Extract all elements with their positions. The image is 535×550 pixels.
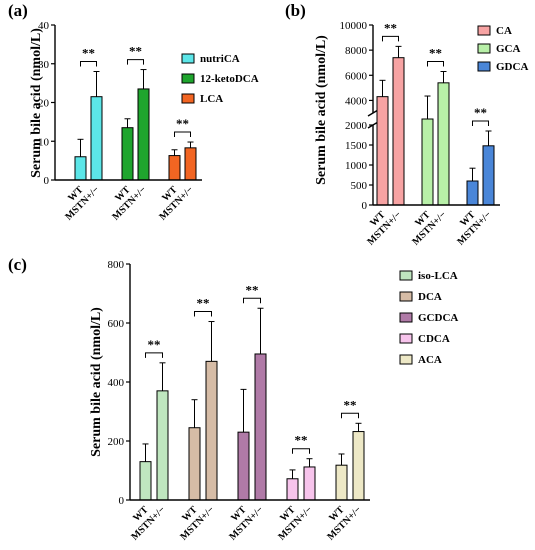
panel-0-ytick-label-3: 30 bbox=[38, 59, 50, 71]
panel-0-ytick-label-1: 10 bbox=[38, 136, 50, 148]
panel-1-label: (b) bbox=[285, 1, 306, 20]
panel-2-legend-swatch-GCDCA bbox=[399, 312, 413, 323]
panel-2-sig-bracket-DCA bbox=[194, 311, 212, 317]
panel-2-bar-GCDCA-1 bbox=[254, 353, 267, 501]
panel-2-sig-bracket-iso-LCA bbox=[145, 352, 163, 358]
panel-1-bar-GCA-0 bbox=[421, 118, 434, 206]
panel-1-legend-label-GDCA: GDCA bbox=[496, 61, 528, 73]
panel-1-sig-GDCA: ** bbox=[474, 105, 487, 120]
panel-2-sig-iso-LCA: ** bbox=[148, 337, 161, 352]
panel-2-label: (c) bbox=[8, 255, 27, 274]
panel-1-bar-GCA-1 bbox=[437, 82, 450, 206]
panel-2-bar-CDCA-0 bbox=[286, 478, 299, 501]
panel-0-sig-LCA: ** bbox=[176, 116, 189, 131]
panel-0-legend-label-12-ketoDCA: 12-ketoDCA bbox=[200, 73, 259, 85]
panel-2-ytick-label-2: 400 bbox=[108, 377, 125, 389]
panel-0-bar-nutriCA-1 bbox=[90, 96, 103, 181]
panel-1-legend-swatch-GCA bbox=[477, 43, 491, 54]
panel-1-sig-CA: ** bbox=[384, 20, 397, 35]
panel-2-legend-label-CDCA: CDCA bbox=[418, 333, 450, 345]
panel-2-bar-DCA-0 bbox=[188, 427, 201, 501]
panel-1-ytick-label-1: 500 bbox=[351, 180, 368, 192]
panel-0-sig-bracket-12-ketoDCA bbox=[127, 59, 144, 65]
panel-2-legend-swatch-iso-LCA bbox=[399, 270, 413, 281]
panel-2-sig-CDCA: ** bbox=[295, 433, 308, 448]
panel-2-legend-label-iso-LCA: iso-LCA bbox=[418, 270, 458, 282]
panel-1-ytick-label-5: 4000 bbox=[345, 95, 368, 107]
panel-2-ytick-label-1: 200 bbox=[108, 436, 125, 448]
panel-2-bar-DCA-1 bbox=[205, 360, 218, 501]
panel-1-ytick-label-8: 10000 bbox=[340, 20, 368, 32]
panel-2-ytick-label-0: 0 bbox=[119, 495, 125, 507]
panel-2-bar-ACA-1 bbox=[352, 431, 365, 501]
panel-1-sig-GCA: ** bbox=[429, 46, 442, 61]
panel-0-ylabel: Serum bile acid (nmol/L) bbox=[29, 28, 44, 178]
panel-0-legend-swatch-nutriCA bbox=[181, 53, 195, 64]
panel-2-sig-GCDCA: ** bbox=[246, 282, 259, 297]
panel-2-sig-bracket-ACA bbox=[341, 412, 359, 419]
panel-2-sig-bracket-GCDCA bbox=[243, 297, 261, 304]
panel-1-bar-GDCA-1 bbox=[482, 145, 495, 206]
panel-1-legend-swatch-GDCA bbox=[477, 61, 491, 72]
panel-2-xtick-label-GCDCA-1: MSTN+/− bbox=[227, 504, 265, 542]
panel-1-sig-bracket-CA bbox=[382, 35, 399, 42]
panel-2-xtick-label-DCA-1: MSTN+/− bbox=[178, 504, 216, 542]
panel-1-ytick-label-6: 6000 bbox=[345, 70, 368, 82]
panel-0-bar-12-ketoDCA-0 bbox=[121, 127, 134, 181]
panel-2-bar-CDCA-1 bbox=[303, 466, 316, 501]
panel-2-legend-swatch-CDCA bbox=[399, 333, 413, 344]
panel-2-legend-swatch-ACA bbox=[399, 354, 413, 365]
panel-0-bar-LCA-0 bbox=[168, 155, 181, 181]
panel-2-legend-swatch-DCA bbox=[399, 291, 413, 302]
panel-0-bar-nutriCA-0 bbox=[74, 156, 87, 181]
panel-1-ytick-label-0: 0 bbox=[362, 200, 368, 212]
panel-1-ytick-label-2: 1000 bbox=[345, 160, 368, 172]
panel-1-bar-CA-1 bbox=[392, 57, 405, 206]
panel-2-xtick-label-ACA-1: MSTN+/− bbox=[325, 504, 363, 542]
panel-0-legend-swatch-LCA bbox=[181, 93, 195, 104]
panel-1-legend-label-CA: CA bbox=[496, 25, 512, 37]
panel-2-bar-GCDCA-0 bbox=[237, 431, 250, 501]
panel-1-ytick-label-4: 2000 bbox=[345, 120, 368, 132]
panel-2-bar-iso-LCA-0 bbox=[139, 461, 152, 501]
panel-1-ylabel: Serum bile acid (nmol/L) bbox=[314, 35, 329, 185]
panel-1-ytick-label-7: 8000 bbox=[345, 45, 368, 57]
panel-1-bar-CA-0 bbox=[376, 96, 389, 206]
panel-2-bar-iso-LCA-1 bbox=[156, 390, 169, 501]
panel-1-legend-label-GCA: GCA bbox=[496, 43, 521, 55]
panel-2-legend-label-ACA: ACA bbox=[418, 354, 442, 366]
panel-2-ytick-label-3: 600 bbox=[108, 318, 125, 330]
panel-1-break-mark-2 bbox=[367, 109, 379, 117]
panel-2-sig-bracket-CDCA bbox=[292, 448, 310, 454]
panel-0-legend-label-nutriCA: nutriCA bbox=[200, 53, 240, 65]
panel-2-sig-ACA: ** bbox=[344, 397, 357, 412]
panel-0-sig-12-ketoDCA: ** bbox=[129, 44, 142, 59]
panel-0-ytick-label-2: 20 bbox=[38, 98, 50, 110]
panel-2-xtick-label-CDCA-1: MSTN+/− bbox=[276, 504, 314, 542]
panel-0-ytick-label-4: 40 bbox=[38, 20, 50, 32]
panel-2-ytick-label-4: 800 bbox=[108, 259, 125, 271]
panel-2-legend-label-GCDCA: GCDCA bbox=[418, 312, 458, 324]
panel-0-sig-nutriCA: ** bbox=[82, 46, 95, 61]
panel-0-legend-swatch-12-ketoDCA bbox=[181, 73, 195, 84]
panel-0-ytick-label-0: 0 bbox=[44, 175, 50, 187]
panel-1-sig-bracket-GDCA bbox=[472, 120, 489, 126]
panel-2-xtick-label-iso-LCA-1: MSTN+/− bbox=[129, 504, 167, 542]
panel-0-sig-bracket-nutriCA bbox=[80, 61, 97, 67]
panel-0-label: (a) bbox=[8, 1, 28, 20]
panel-2-bar-ACA-0 bbox=[335, 464, 348, 501]
panel-1-ytick-label-3: 1500 bbox=[345, 140, 368, 152]
panel-0-bar-LCA-1 bbox=[184, 147, 197, 181]
panel-0-legend-label-LCA: LCA bbox=[200, 93, 223, 105]
panel-2-legend-label-DCA: DCA bbox=[418, 291, 442, 303]
panel-1-legend-swatch-CA bbox=[477, 25, 491, 36]
panel-1-bar-GDCA-0 bbox=[466, 180, 479, 206]
panel-1-sig-bracket-GCA bbox=[427, 61, 444, 67]
panel-0-sig-bracket-LCA bbox=[174, 131, 191, 138]
panel-0-bar-12-ketoDCA-1 bbox=[137, 88, 150, 181]
panel-2-sig-DCA: ** bbox=[197, 296, 210, 311]
panel-2-ylabel: Serum bile acid (nmol/L) bbox=[89, 307, 104, 457]
